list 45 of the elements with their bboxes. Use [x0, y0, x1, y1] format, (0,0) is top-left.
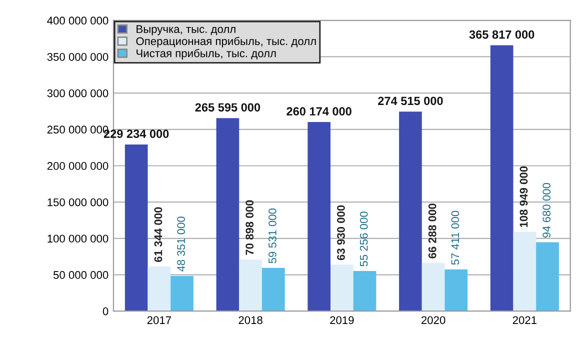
data-label: 66 288 000 — [428, 204, 436, 258]
legend-label: Выручка, тыс. долл — [136, 25, 236, 36]
x-tick-label: 2019 — [330, 316, 354, 324]
x-tick-label: 2017 — [147, 316, 171, 324]
y-tick-label: 200 000 000 — [47, 162, 108, 170]
y-tick-label: 100 000 000 — [48, 234, 108, 243]
data-label: 57 411 000 — [451, 210, 460, 265]
bar — [308, 122, 331, 312]
data-label: 365 817 000 — [469, 30, 534, 39]
bar — [444, 269, 468, 312]
x-tick-label: 2020 — [422, 316, 446, 324]
bar — [170, 276, 194, 312]
bar — [353, 270, 376, 312]
y-tick-label: 0 — [102, 307, 108, 316]
data-label: 274 515 000 — [378, 96, 443, 106]
bar — [330, 264, 354, 312]
data-label: 61 344 000 — [154, 207, 162, 262]
bar — [422, 262, 445, 312]
y-tick-label: 150 000 000 — [48, 198, 108, 206]
bar — [148, 266, 171, 312]
data-label: 55 256 000 — [360, 212, 368, 266]
data-label: 260 174 000 — [286, 107, 352, 116]
bar — [399, 112, 422, 312]
data-label: 48 351 000 — [177, 216, 186, 272]
bar — [262, 268, 285, 312]
data-label: 63 930 000 — [337, 205, 345, 260]
data-label: 94 680 000 — [542, 182, 550, 238]
data-label: 265 595 000 — [195, 103, 260, 112]
legend-label: Чистая прибыль, тыс. долл — [136, 48, 276, 60]
y-tick-label: 350 000 000 — [47, 53, 108, 61]
y-tick-label: 50 000 000 — [53, 271, 108, 279]
y-tick-label: 300 000 000 — [47, 89, 108, 98]
y-tick-label: 400 000 000 — [47, 16, 108, 25]
data-label: 70 898 000 — [246, 200, 254, 255]
bar — [239, 260, 262, 312]
data-label: 108 949 000 — [520, 166, 528, 228]
legend-label: Операционная прибыль, тыс. долл — [136, 36, 316, 48]
bar — [124, 144, 148, 312]
bar — [216, 118, 240, 312]
data-label: 59 531 000 — [268, 208, 276, 264]
x-tick-label: 2018 — [238, 316, 262, 324]
bar — [536, 242, 559, 312]
bar — [513, 232, 536, 312]
x-tick-label: 2021 — [512, 316, 536, 324]
bar — [490, 45, 514, 312]
